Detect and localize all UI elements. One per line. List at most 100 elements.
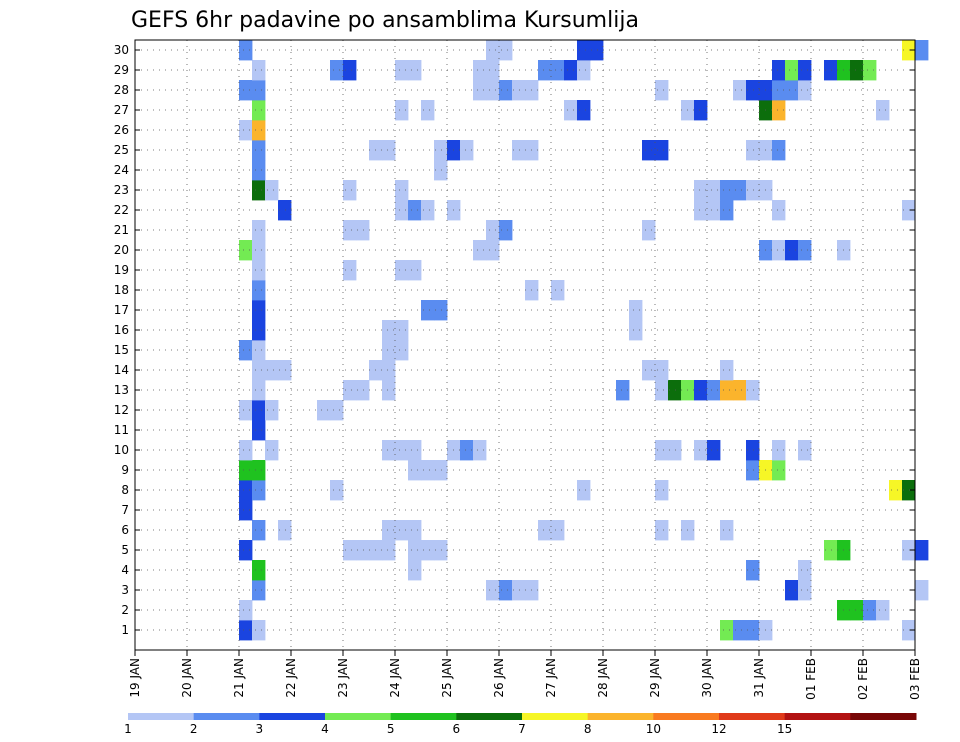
heatmap-cell (772, 200, 786, 221)
heatmap-cell (460, 440, 474, 461)
legend-swatch (522, 713, 589, 720)
heatmap-cell (252, 260, 266, 281)
heatmap-cell (239, 340, 253, 361)
heatmap-cell (434, 300, 448, 321)
heatmap-cell (239, 440, 253, 461)
y-tick-label: 16 (114, 323, 129, 337)
x-tick-label: 31 JAN (752, 658, 766, 698)
y-tick-label: 15 (114, 343, 129, 357)
heatmap-cell (382, 440, 396, 461)
heatmap-cell (720, 520, 734, 541)
heatmap-cell (252, 160, 266, 181)
heatmap-cell (252, 480, 266, 501)
heatmap-cell (551, 280, 565, 301)
heatmap-cell (330, 60, 344, 81)
y-tick-label: 5 (121, 543, 129, 557)
heatmap-cell (317, 400, 331, 421)
chart-title: GEFS 6hr padavine po ansamblima Kursumli… (131, 8, 639, 33)
heatmap-cell (473, 60, 487, 81)
y-tick-label: 19 (114, 263, 129, 277)
heatmap-cell (577, 100, 591, 121)
heatmap-cell (551, 60, 565, 81)
x-tick-label: 26 JAN (492, 658, 506, 698)
y-tick-label: 6 (121, 523, 129, 537)
x-tick-label: 22 JAN (284, 658, 298, 698)
x-tick-label: 19 JAN (128, 658, 142, 698)
y-tick-label: 27 (114, 103, 129, 117)
heatmap-cell (382, 520, 396, 541)
heatmap-cell (239, 80, 253, 101)
heatmap-cell (473, 80, 487, 101)
legend-swatch (456, 713, 523, 720)
heatmap-cell (707, 440, 721, 461)
heatmap-cell (252, 300, 266, 321)
heatmap-cell (252, 60, 266, 81)
heatmap-cell (382, 380, 396, 401)
heatmap-cell (408, 540, 422, 561)
heatmap-cell (252, 140, 266, 161)
heatmap-cell (252, 380, 266, 401)
heatmap-cell (239, 540, 253, 561)
heatmap-cell (629, 300, 643, 321)
y-tick-label: 13 (114, 383, 129, 397)
y-tick-label: 11 (114, 423, 129, 437)
heatmap-cell (421, 540, 435, 561)
cells-layer (239, 40, 929, 641)
heatmap-cell (252, 580, 266, 601)
heatmap-cell (395, 100, 409, 121)
heatmap-cell (382, 140, 396, 161)
heatmap-cell (408, 520, 422, 541)
heatmap-cell (733, 380, 747, 401)
heatmap-cell (616, 380, 630, 401)
heatmap-cell (798, 560, 812, 581)
heatmap-cell (694, 200, 708, 221)
heatmap-cell (915, 580, 929, 601)
heatmap-cell (278, 360, 292, 381)
heatmap-cell (577, 480, 591, 501)
heatmap-cell (356, 380, 370, 401)
heatmap-cell (473, 240, 487, 261)
heatmap-cell (252, 560, 266, 581)
heatmap-cell (694, 180, 708, 201)
x-tick-label: 03 FEB (908, 658, 922, 700)
heatmap-cell (421, 200, 435, 221)
y-tick-label: 28 (114, 83, 129, 97)
heatmap-cell (785, 80, 799, 101)
heatmap-cell (252, 180, 266, 201)
heatmap-cell (902, 620, 916, 641)
legend-label: 5 (387, 722, 395, 736)
legend-label: 3 (256, 722, 264, 736)
heatmap-cell (421, 460, 435, 481)
heatmap-cell (746, 380, 760, 401)
legend-label: 4 (321, 722, 329, 736)
heatmap-cell (408, 440, 422, 461)
heatmap-cell (798, 60, 812, 81)
y-tick-label: 20 (114, 243, 129, 257)
heatmap-cell (668, 440, 682, 461)
heatmap-cell (434, 160, 448, 181)
heatmap-cell (746, 180, 760, 201)
legend-swatch (193, 713, 260, 720)
heatmap-cell (252, 280, 266, 301)
heatmap-cell (720, 620, 734, 641)
heatmap-cell (395, 520, 409, 541)
heatmap-cell (785, 240, 799, 261)
y-tick-label: 3 (121, 583, 129, 597)
heatmap-cell (499, 40, 513, 61)
heatmap-cell (395, 320, 409, 341)
heatmap-cell (252, 400, 266, 421)
y-tick-label: 2 (121, 603, 129, 617)
heatmap-cell (772, 80, 786, 101)
heatmap-cell (551, 520, 565, 541)
heatmap-cell (278, 200, 292, 221)
x-tick-label: 24 JAN (388, 658, 402, 698)
legend-label: 7 (518, 722, 526, 736)
heatmap-cell (746, 560, 760, 581)
heatmap-cell (655, 140, 669, 161)
heatmap-cell (720, 380, 734, 401)
heatmap-cell (915, 40, 929, 61)
heatmap-cell (382, 540, 396, 561)
heatmap-cell (486, 580, 500, 601)
heatmap-cell (655, 480, 669, 501)
heatmap-cell (239, 120, 253, 141)
